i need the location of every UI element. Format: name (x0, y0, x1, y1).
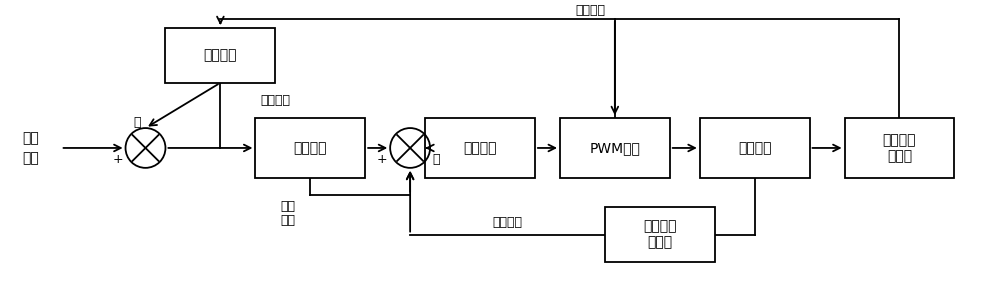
Text: －: － (432, 153, 440, 166)
Text: 转速计算: 转速计算 (204, 48, 237, 62)
Text: 转速反馈: 转速反馈 (260, 94, 290, 107)
Text: －: － (134, 115, 141, 129)
Bar (700, 118, 810, 178)
Text: 转子位置: 转子位置 (575, 4, 605, 17)
Bar (560, 118, 670, 178)
Bar (605, 207, 715, 262)
Text: 设定: 设定 (22, 151, 39, 165)
Bar (425, 118, 535, 178)
Text: 霍尔电流
传感器: 霍尔电流 传感器 (643, 219, 677, 250)
Text: 参考: 参考 (281, 214, 296, 227)
Text: 无刷电机: 无刷电机 (738, 141, 771, 155)
Text: 电流: 电流 (281, 200, 296, 213)
Text: 霍尔位置
传感器: 霍尔位置 传感器 (883, 133, 916, 163)
Text: 电流反馈: 电流反馈 (492, 216, 522, 229)
Text: 转速调节: 转速调节 (294, 141, 327, 155)
Bar (165, 28, 275, 83)
Text: 电流调节: 电流调节 (463, 141, 497, 155)
Bar (255, 118, 365, 178)
Bar (845, 118, 954, 178)
Text: +: + (377, 153, 387, 166)
Text: 转速: 转速 (22, 131, 39, 145)
Text: +: + (112, 153, 123, 166)
Text: PWM控制: PWM控制 (589, 141, 640, 155)
